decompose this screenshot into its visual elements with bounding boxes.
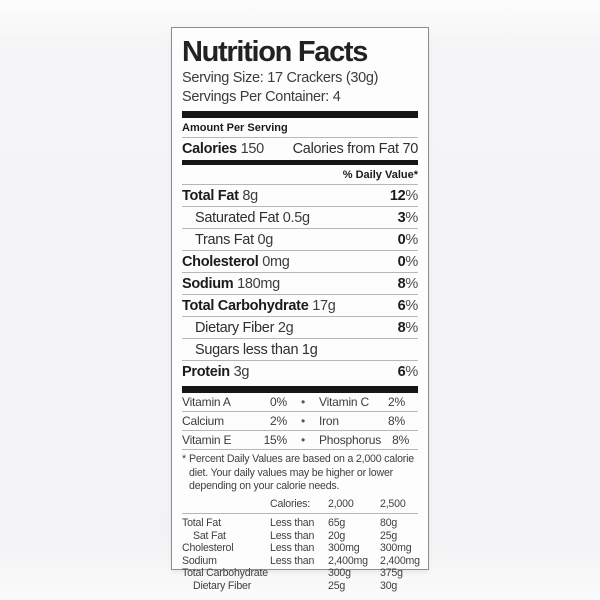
amount-per-serving-heading: Amount Per Serving — [182, 122, 288, 134]
daily-value-heading: % Daily Value* — [342, 169, 418, 181]
nutrient-row-protein: Protein 3g 6% — [182, 360, 418, 382]
daily-value-pct: 6% — [397, 297, 419, 314]
vitamin-row: Vitamin A 0% • Vitamin C 2% — [182, 393, 418, 412]
bullet-separator: • — [300, 413, 305, 428]
thick-divider-bar — [182, 111, 418, 118]
calories-from-fat: Calories from Fat 70 — [292, 140, 419, 157]
daily-value-pct: 6% — [397, 363, 419, 380]
calories-label-value: Calories 150 — [182, 140, 264, 157]
reference-table-header: Calories: 2,000 2,500 — [182, 498, 418, 514]
thick-divider-bar — [182, 386, 418, 393]
reference-row: Cholesterol Less than 300mg 300mg — [182, 542, 412, 554]
daily-value-pct: 8% — [397, 275, 419, 292]
nutrient-row-saturated-fat: Saturated Fat 0.5g 3% — [182, 206, 418, 228]
label-title: Nutrition Facts — [182, 36, 368, 68]
reference-row: Total Carbohydrate 300g 375g — [182, 567, 403, 579]
reference-values-table: Calories: 2,000 2,500 Total Fat Less tha… — [182, 498, 420, 593]
nutrient-row-dietary-fiber: Dietary Fiber 2g 8% — [182, 316, 418, 338]
nutrient-row-sugars: Sugars less than 1g — [182, 338, 418, 360]
nutrient-row-trans-fat: Trans Fat 0g 0% — [182, 228, 418, 250]
nutrition-facts-label: Nutrition Facts Serving Size: 17 Cracker… — [171, 27, 429, 592]
reference-row: Dietary Fiber 25g 30g — [193, 579, 398, 592]
daily-value-pct: 12% — [389, 187, 418, 204]
vitamin-row: Calcium 2% • Iron 8% — [182, 412, 418, 431]
reference-row: Sodium Less than 2,400mg 2,400mg — [182, 554, 420, 567]
serving-size-text: Serving Size: 17 Crackers (30g) — [182, 70, 379, 86]
vitamins-section: Vitamin A 0% • Vitamin C 2% Calcium 2% •… — [182, 393, 418, 450]
nutrient-row-total-fat: Total Fat 8g 12% — [182, 184, 418, 206]
daily-value-footnote: * Percent Daily Values are based on a 2,… — [182, 453, 414, 492]
bullet-separator: • — [300, 394, 305, 409]
nutrient-row-cholesterol: Cholesterol 0mg 0% — [182, 250, 418, 272]
nutrient-row-total-carbohydrate: Total Carbohydrate 17g 6% — [182, 294, 418, 316]
daily-value-pct: 0% — [397, 253, 419, 270]
bullet-separator: • — [300, 432, 305, 447]
daily-value-pct: 0% — [397, 231, 419, 248]
vitamin-row: Vitamin E 15% • Phosphorus 8% — [182, 431, 418, 450]
nutrient-row-sodium: Sodium 180mg 8% — [182, 272, 418, 294]
daily-value-pct: 8% — [397, 319, 419, 336]
calories-row: Calories 150 Calories from Fat 70 — [182, 137, 418, 159]
reference-row: Sat Fat Less than 20g 25g — [193, 529, 398, 542]
daily-value-pct: 3% — [397, 209, 419, 226]
reference-row: Total Fat Less than 65g 80g — [182, 517, 398, 529]
servings-per-container-text: Servings Per Container: 4 — [182, 89, 341, 105]
medium-divider-bar — [182, 160, 418, 165]
